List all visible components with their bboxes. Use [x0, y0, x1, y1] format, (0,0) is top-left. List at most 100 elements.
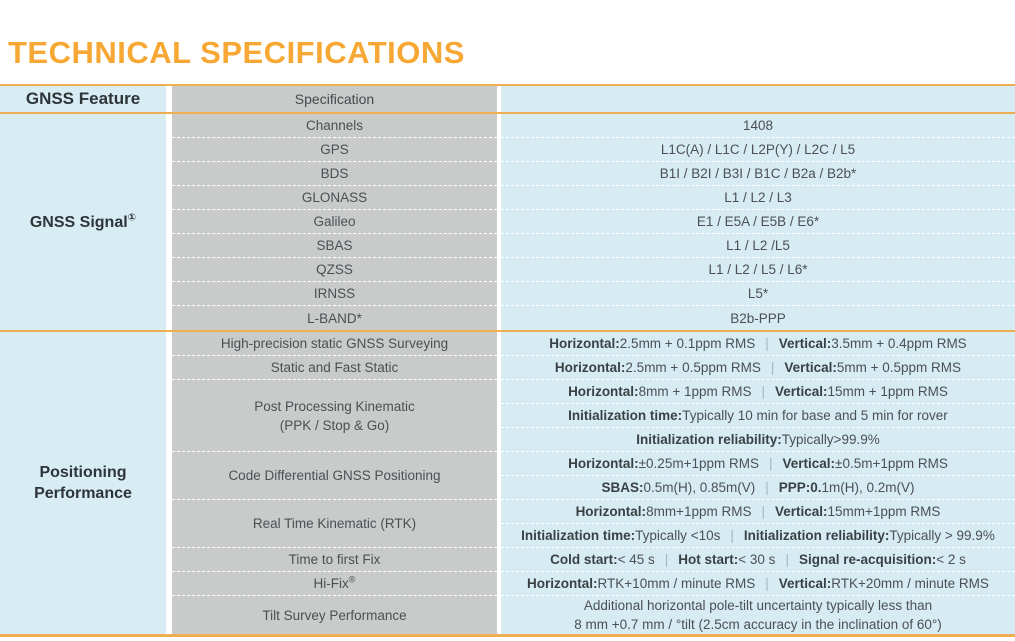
- spec-value-cell: Horizontal:RTK+10mm / minute RMS | Vertica…: [501, 572, 1015, 596]
- pipe-separator: |: [785, 552, 789, 567]
- column-header-gnss-feature: GNSS Feature: [0, 86, 166, 112]
- spec-value-cell: SBAS:0.5m(H), 0.85m(V) | PPP:0.1m(H), 0.2m…: [501, 476, 1015, 500]
- spec-param-cell: L-BAND*: [172, 306, 497, 330]
- param-line: Channels: [305, 118, 364, 133]
- spec-value-cell: Initialization reliability:Typically>99.…: [501, 428, 1015, 452]
- spec-value-cell: L5*: [501, 282, 1015, 306]
- spec-value-cell: L1 / L2 / L3: [501, 186, 1015, 210]
- value-line: L1C(A) / L1C / L2P(Y) / L2C / L5: [660, 142, 856, 157]
- spec-value-cell: L1C(A) / L1C / L2P(Y) / L2C / L5: [501, 138, 1015, 162]
- column-gap: [497, 332, 501, 634]
- param-line: L-BAND*: [307, 310, 362, 326]
- table-section: Positioning Performance High-precision sta…: [0, 332, 1015, 634]
- value-line: Horizontal:8mm + 1ppm RMS | Vertical:15mm …: [568, 384, 948, 399]
- param-line: GPS: [320, 142, 349, 157]
- value-line: B2b-PPP: [730, 310, 786, 326]
- spec-param-cell: GPS: [172, 138, 497, 162]
- value-line: Horizontal:RTK+10mm / minute RMS | Vertica…: [527, 576, 989, 591]
- spec-param-cell: BDS: [172, 162, 497, 186]
- value-line: B1I / B2I / B3I / B1C / B2a / B2b*: [659, 166, 857, 181]
- pipe-separator: |: [765, 336, 769, 351]
- spec-param-cell: Hi-Fix®: [172, 572, 497, 596]
- section-label: Positioning Performance: [0, 332, 166, 634]
- spec-value-cell: 1408: [501, 114, 1015, 138]
- param-line: QZSS: [316, 262, 353, 277]
- pipe-separator: |: [765, 480, 769, 495]
- param-line: GLONASS: [301, 190, 368, 205]
- parameter-column: High-precision static GNSS Surveying Stat…: [172, 332, 497, 634]
- value-column: 1408 L1C(A) / L1C / L2P(Y) / L2C / L5 B1I …: [501, 114, 1015, 330]
- spec-param-cell: SBAS: [172, 234, 497, 258]
- value-line: Horizontal:2.5mm + 0.5ppm RMS | Vertical:5…: [554, 360, 962, 375]
- column-gap: [166, 332, 172, 634]
- column-header-values: [501, 86, 1015, 112]
- param-line: Static and Fast Static: [270, 360, 399, 375]
- column-gap: [497, 86, 501, 112]
- parameter-column: Channels GPS BDS GLONASS Galileo SBAS QZSS IRNS…: [172, 114, 497, 330]
- param-line: SBAS: [316, 238, 353, 253]
- value-line: Horizontal:±0.25m+1ppm RMS | Vertical:±0.5…: [568, 456, 948, 471]
- table-header-row: GNSS Feature Specification: [0, 86, 1015, 112]
- spec-value-cell: Cold start:< 45 s | Hot start:< 30 s | Signa…: [501, 548, 1015, 572]
- value-line: L1 / L2 / L3: [724, 190, 792, 205]
- value-line: 8 mm +0.7 mm / °tilt (2.5cm accuracy in …: [574, 617, 942, 632]
- value-line: Horizontal:8mm+1ppm RMS | Vertical:15mm+1p…: [575, 504, 941, 519]
- value-line: Horizontal:2.5mm + 0.1ppm RMS | Vertical:3…: [549, 336, 967, 351]
- spec-param-cell: Post Processing Kinematic (PPK / Stop & G…: [172, 380, 497, 452]
- param-line: Real Time Kinematic (RTK): [252, 516, 417, 531]
- spec-param-cell: GLONASS: [172, 186, 497, 210]
- pipe-separator: |: [768, 456, 773, 471]
- value-line: 1408: [742, 118, 774, 133]
- column-gap: [166, 114, 172, 330]
- param-line: BDS: [320, 166, 349, 181]
- value-line: Additional horizontal pole-tilt uncertai…: [583, 598, 933, 613]
- header-divider: [0, 112, 1015, 114]
- registered-mark: ®: [348, 574, 356, 585]
- section-divider: [0, 330, 1015, 332]
- value-line: Initialization time:Typically 10 min for…: [568, 408, 948, 423]
- value-line: E1 / E5A / E5B / E6*: [696, 214, 820, 229]
- spec-table: GNSS Feature Specification GNSS Signal① C…: [0, 84, 1015, 637]
- pipe-separator: |: [765, 576, 769, 591]
- param-line: Galileo: [313, 214, 356, 229]
- spec-value-cell: B2b-PPP: [501, 306, 1015, 330]
- spec-value-cell: Horizontal:2.5mm + 0.1ppm RMS | Vertical:3…: [501, 332, 1015, 356]
- spec-param-cell: Code Differential GNSS Positioning: [172, 452, 497, 500]
- section-label-line: Positioning: [39, 464, 127, 481]
- column-gap: [497, 114, 501, 330]
- column-gap: [166, 86, 172, 112]
- pipe-separator: |: [730, 528, 734, 543]
- pipe-separator: |: [761, 384, 765, 399]
- section-label: GNSS Signal①: [0, 114, 166, 330]
- param-line: IRNSS: [313, 286, 356, 301]
- spec-value-cell: L1 / L2 / L5 / L6*: [501, 258, 1015, 282]
- pipe-separator: |: [770, 360, 775, 375]
- value-line: Initialization time:Typically <10s | Initi…: [521, 528, 995, 543]
- param-line: High-precision static GNSS Surveying: [220, 336, 449, 351]
- spec-param-cell: Real Time Kinematic (RTK): [172, 500, 497, 548]
- spec-param-cell: Static and Fast Static: [172, 356, 497, 380]
- section-label-line: GNSS Signal①: [29, 212, 137, 231]
- spec-value-cell: B1I / B2I / B3I / B1C / B2a / B2b*: [501, 162, 1015, 186]
- spec-param-cell: High-precision static GNSS Surveying: [172, 332, 497, 356]
- value-line: L1 / L2 /L5: [726, 238, 790, 253]
- value-line: L5*: [747, 286, 769, 301]
- param-line: (PPK / Stop & Go): [279, 417, 390, 433]
- spec-param-cell: Tilt Survey Performance: [172, 596, 497, 634]
- spec-value-cell: E1 / E5A / E5B / E6*: [501, 210, 1015, 234]
- spec-value-cell: Horizontal:2.5mm + 0.5ppm RMS | Vertical:5…: [501, 356, 1015, 380]
- spec-value-cell: Additional horizontal pole-tilt uncertai…: [501, 596, 1015, 634]
- spec-param-cell: Galileo: [172, 210, 497, 234]
- pipe-separator: |: [664, 552, 669, 567]
- section-label-line: Performance: [34, 485, 132, 502]
- value-line: L1 / L2 / L5 / L6*: [708, 262, 808, 277]
- spec-value-cell: Horizontal:±0.25m+1ppm RMS | Vertical:±0.5…: [501, 452, 1015, 476]
- spec-value-cell: L1 / L2 /L5: [501, 234, 1015, 258]
- param-line: Time to first Fix: [288, 552, 381, 567]
- spec-value-cell: Initialization time:Typically <10s | Initi…: [501, 524, 1015, 548]
- table-top-border: [0, 84, 1015, 86]
- spec-value-cell: Horizontal:8mm + 1ppm RMS | Vertical:15mm …: [501, 380, 1015, 404]
- value-column: Horizontal:2.5mm + 0.1ppm RMS | Vertical:3…: [501, 332, 1015, 634]
- spec-param-cell: Time to first Fix: [172, 548, 497, 572]
- spec-param-cell: IRNSS: [172, 282, 497, 306]
